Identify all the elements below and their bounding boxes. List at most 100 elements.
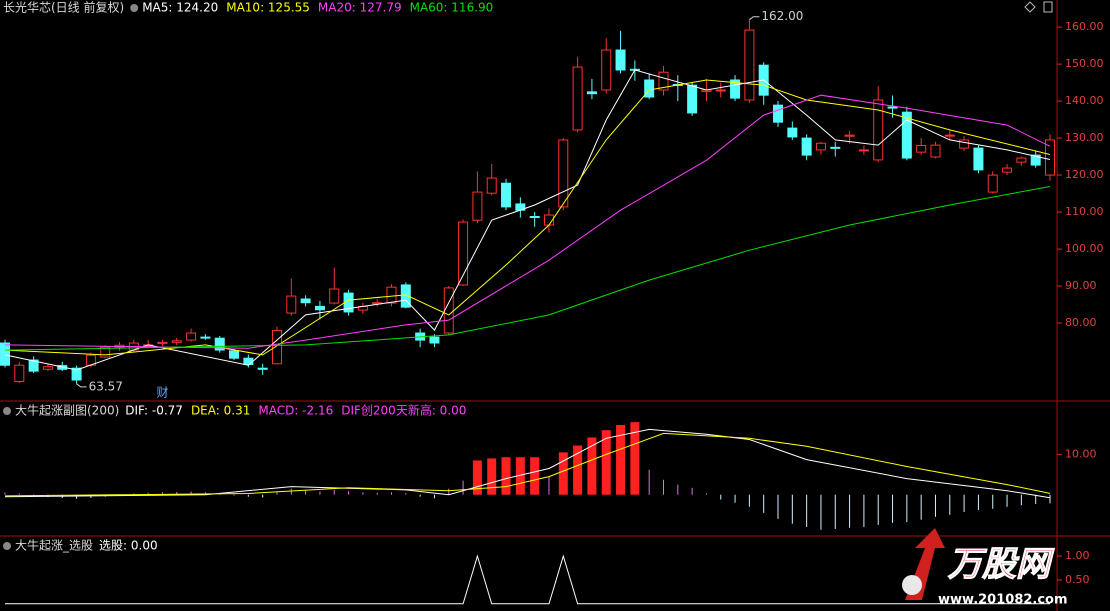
line	[4, 69, 1051, 371]
signal-bar	[515, 457, 525, 495]
signal-bar	[573, 445, 583, 495]
signal-bar	[472, 460, 482, 495]
candle-body	[28, 359, 39, 372]
candle-body	[844, 134, 855, 137]
candle-body	[1002, 167, 1013, 173]
candle-body	[858, 149, 869, 152]
candle-body	[171, 340, 182, 343]
candle-body	[529, 216, 540, 219]
signal-bar	[587, 437, 597, 495]
legend-label: MA10: 125.55	[226, 1, 310, 15]
legend-label: DEA: 0.31	[191, 404, 250, 418]
candle-body	[157, 341, 168, 344]
panel-title: 大牛起涨副图(200)	[15, 403, 119, 418]
legend-label: 选股: 0.00	[99, 539, 158, 553]
signal-bar	[530, 457, 540, 495]
candle-body	[472, 191, 483, 221]
annotation-leader	[76, 383, 87, 388]
candle-body	[916, 144, 927, 153]
legend-label: MA5: 124.20	[142, 1, 218, 15]
candle-body	[429, 336, 440, 344]
annotation-leader	[749, 16, 760, 21]
signal-bar	[487, 458, 497, 495]
logo-figure	[902, 575, 922, 595]
candle-body	[730, 79, 741, 99]
panel-icon	[3, 407, 11, 415]
candle-body	[558, 139, 569, 208]
candle-body	[271, 329, 282, 365]
y-tick-label: 110.00	[1065, 205, 1104, 218]
logo-name: 万股网	[947, 545, 1055, 585]
line	[4, 186, 1051, 351]
candle-body	[42, 366, 53, 370]
window-icon[interactable]	[1043, 1, 1053, 13]
candle-body	[300, 298, 311, 304]
line	[4, 94, 1051, 349]
candle-body	[773, 104, 784, 123]
candle-body	[572, 66, 583, 131]
candle-body	[1016, 157, 1027, 163]
candle-body	[100, 346, 111, 358]
event-marker: 财	[156, 386, 168, 400]
candle-body	[873, 99, 884, 161]
candle-body	[501, 182, 512, 208]
line	[4, 79, 1051, 356]
candle-body	[14, 364, 25, 383]
candle-body	[658, 71, 669, 91]
candle-body	[787, 127, 798, 138]
settings-icon[interactable]	[1024, 1, 1036, 13]
y-tick-label: 150.00	[1065, 57, 1104, 70]
line	[4, 432, 1051, 497]
candle-body	[959, 139, 970, 149]
candle-body	[815, 142, 826, 151]
panel-title: 长光华芯(日线 前复权)	[3, 0, 124, 15]
candle-body	[586, 91, 597, 95]
candle-body	[801, 137, 812, 156]
candle-body	[0, 342, 10, 366]
candle-body	[386, 286, 397, 304]
candle-body	[944, 134, 955, 137]
candle-body	[243, 357, 254, 365]
legend-label: DIF创200天新高: 0.00	[341, 403, 466, 418]
panel-title: 大牛起涨_选股	[15, 538, 93, 553]
y-tick-label: 1.00	[1065, 549, 1090, 562]
y-tick-label: 10.00	[1065, 447, 1097, 460]
signal-bar	[501, 457, 511, 495]
candle-body	[186, 332, 197, 341]
candle-body	[329, 288, 340, 304]
candle-body	[973, 147, 984, 171]
candle-body	[71, 367, 82, 381]
legend-label: MACD: -2.16	[258, 404, 333, 418]
y-tick-label: 80.00	[1065, 316, 1097, 329]
candle-body	[229, 350, 240, 359]
candle-body	[887, 106, 898, 109]
signal-bar	[630, 422, 640, 495]
candle-body	[601, 49, 612, 91]
candle-body	[400, 284, 411, 308]
candle-body	[644, 79, 655, 98]
line	[4, 428, 1051, 499]
candle-body	[458, 221, 469, 286]
candle-body	[930, 144, 941, 158]
candle-body	[214, 337, 225, 351]
candle-body	[257, 367, 268, 370]
candle-body	[1045, 139, 1055, 176]
y-tick-label: 100.00	[1065, 242, 1104, 255]
y-tick-label: 140.00	[1065, 94, 1104, 107]
candle-body	[200, 336, 211, 339]
candle-body	[687, 84, 698, 114]
y-tick-label: 120.00	[1065, 168, 1104, 181]
candle-body	[744, 29, 755, 101]
candle-body	[286, 295, 297, 314]
logo-url: www.201082.com	[938, 593, 1068, 608]
y-tick-label: 90.00	[1065, 279, 1097, 292]
candle-body	[1030, 154, 1041, 166]
y-tick-label: 130.00	[1065, 131, 1104, 144]
candle-body	[901, 111, 912, 159]
signal-bar	[616, 424, 626, 495]
candle-body	[830, 146, 841, 149]
panel-icon	[3, 542, 11, 550]
legend-label: MA60: 116.90	[410, 1, 494, 15]
candle-body	[615, 49, 626, 71]
